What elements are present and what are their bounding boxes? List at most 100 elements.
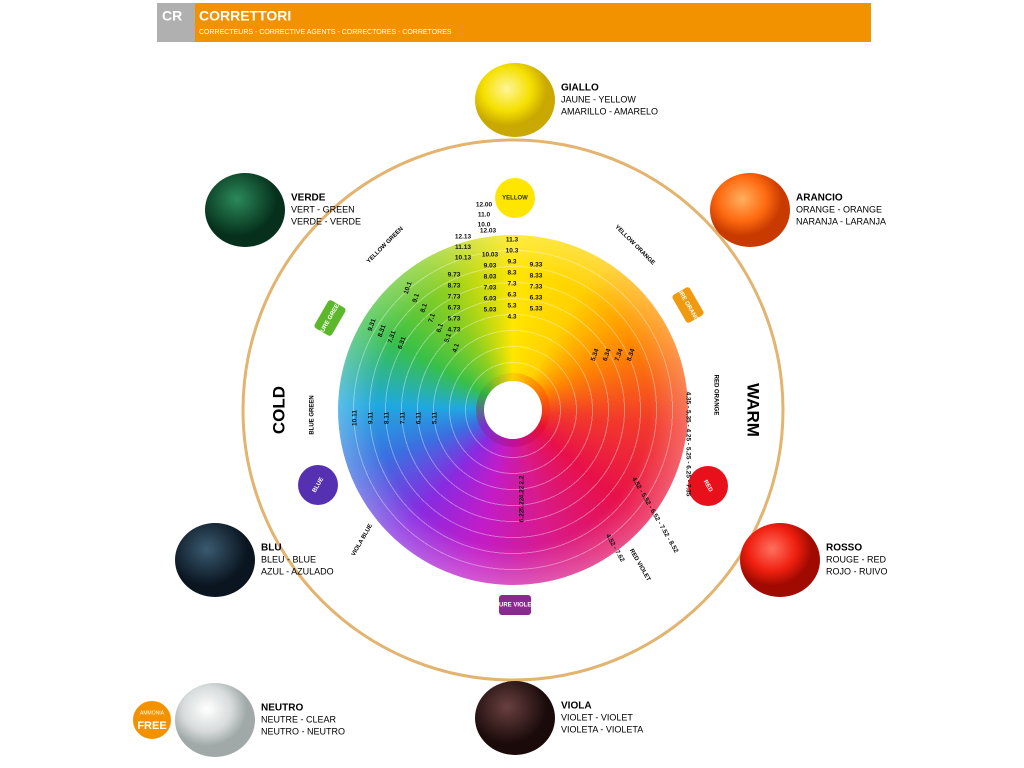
shade-number: 10.3 bbox=[506, 248, 519, 255]
shade-number: 5.22 bbox=[519, 497, 526, 510]
shade-number: 6.22 bbox=[519, 509, 526, 522]
sector-label: YELLOW ORANGE bbox=[613, 224, 655, 266]
wheel-badge-label: PURE VIOLET bbox=[495, 603, 535, 609]
shade-number: 7.31 bbox=[387, 330, 398, 345]
shade-number: 5.73 bbox=[448, 316, 461, 323]
swatch-name: ROSSO bbox=[826, 543, 862, 554]
shade-number: 7.34 bbox=[614, 348, 625, 363]
swatch-name: ARANCIO bbox=[796, 193, 843, 204]
shade-number: 6.34 bbox=[602, 348, 613, 363]
warm-label: WARM bbox=[744, 383, 763, 437]
sector-label: VIOLA BLUE bbox=[351, 523, 374, 557]
shade-number: 8.3 bbox=[507, 270, 516, 277]
shade-number: 8.11 bbox=[384, 411, 391, 424]
hair-swatch bbox=[475, 63, 555, 137]
cold-label: COLD bbox=[269, 386, 288, 434]
sector-label: YELLOW GREEN bbox=[366, 226, 405, 265]
wheel-badge bbox=[499, 595, 531, 615]
swatch-line: VIOLET - VIOLET bbox=[561, 712, 633, 722]
hair-swatch bbox=[175, 523, 255, 597]
shade-number: 8.73 bbox=[448, 283, 461, 290]
wheel-badge bbox=[314, 300, 346, 336]
hair-swatch bbox=[740, 523, 820, 597]
shade-number: 9.03 bbox=[484, 263, 497, 270]
shade-number: 7.3 bbox=[507, 281, 516, 288]
shade-number: 9.33 bbox=[530, 262, 543, 269]
hair-swatch bbox=[205, 173, 285, 247]
shade-number: 6.03 bbox=[484, 296, 497, 303]
shade-number: 10.13 bbox=[455, 255, 472, 262]
shade-number: 9.31 bbox=[367, 318, 378, 333]
free-badge-label: FREE bbox=[137, 720, 166, 732]
outer-ring bbox=[241, 138, 785, 682]
shade-number: 5.03 bbox=[484, 307, 497, 314]
swatch-line: JAUNE - YELLOW bbox=[561, 94, 636, 104]
shade-number: 7.03 bbox=[484, 285, 497, 292]
shade-number: 11.0 bbox=[478, 212, 491, 219]
swatch-line: NARANJA - LARANJA bbox=[796, 216, 886, 226]
shade-number: 8.34 bbox=[626, 348, 637, 363]
shade-number: 8.1 bbox=[419, 302, 429, 313]
wheel-badge-label: RED bbox=[702, 479, 714, 494]
swatch-line: AZUL - AZULADO bbox=[261, 566, 334, 576]
wheel-badge bbox=[688, 466, 728, 506]
shade-number: 11.13 bbox=[455, 244, 471, 251]
swatch-line: NEUTRE - CLEAR bbox=[261, 714, 337, 724]
shade-number: 4.52 - 5.52 - 6.52 - 7.52 - 8.52 bbox=[630, 476, 679, 555]
swatch-name: VERDE bbox=[291, 193, 326, 204]
shade-number: 10.03 bbox=[482, 252, 499, 259]
shade-number: 5.1 bbox=[443, 332, 453, 343]
sector-label: BLUE GREEN bbox=[310, 395, 316, 434]
swatch-line: ROUGE - RED bbox=[826, 554, 887, 564]
hair-swatch bbox=[710, 173, 790, 247]
shade-number: 9.3 bbox=[507, 259, 516, 266]
shade-number: 2.2 bbox=[519, 475, 526, 484]
swatch-name: BLU bbox=[261, 543, 282, 554]
header-subtitle: CORRECTEURS - CORRECTIVE AGENTS - CORREC… bbox=[199, 29, 452, 36]
shade-number: 12.03 bbox=[480, 228, 497, 235]
shade-number: 7.73 bbox=[448, 294, 461, 301]
header-code: CR bbox=[162, 8, 182, 24]
shade-number: 6.1 bbox=[435, 322, 445, 333]
shade-number: 4.22 bbox=[519, 485, 526, 498]
shade-number: 12.13 bbox=[455, 234, 472, 241]
swatch-line: VERDE - VERDE bbox=[291, 216, 361, 226]
shade-number: 8.31 bbox=[377, 324, 388, 339]
shade-number: 5.11 bbox=[432, 411, 439, 424]
swatch-line: ROJO - RUIVO bbox=[826, 566, 888, 576]
header-bar bbox=[195, 3, 871, 42]
swatch-line: AMARILLO - AMARELO bbox=[561, 106, 658, 116]
shade-number: 8.03 bbox=[484, 274, 497, 281]
shade-number: 5.3 bbox=[507, 303, 516, 310]
shade-number: 4.52 - 7.62 bbox=[604, 533, 626, 564]
shade-number: 10.0 bbox=[478, 222, 491, 229]
wheel-badge bbox=[495, 178, 535, 218]
shade-number: 11.3 bbox=[506, 237, 519, 244]
swatch-line: NEUTRO - NEUTRO bbox=[261, 726, 345, 736]
shade-number: 9.11 bbox=[368, 411, 375, 424]
free-badge bbox=[131, 699, 173, 741]
shade-number: 6.73 bbox=[448, 305, 461, 312]
shade-number: 4.35 - 5.35 - 4.25 - 5.25 - 6.25 - 7.35 bbox=[684, 392, 691, 497]
shade-number: 6.3 bbox=[507, 292, 516, 299]
shade-number: 4.3 bbox=[507, 314, 516, 321]
shade-number: 6.33 bbox=[530, 295, 543, 302]
center-hole bbox=[484, 381, 542, 439]
wheel-badge bbox=[672, 287, 704, 323]
shade-number: 9.73 bbox=[448, 272, 461, 279]
swatch-line: BLEU - BLUE bbox=[261, 554, 316, 564]
shade-number: 5.33 bbox=[530, 306, 543, 313]
wheel-badge bbox=[298, 465, 338, 505]
shade-number: 4.73 bbox=[448, 327, 461, 334]
shade-number: 10.11 bbox=[352, 410, 359, 426]
shade-number: 12.00 bbox=[476, 202, 493, 209]
shade-number: 4.1 bbox=[451, 342, 461, 353]
shade-number: 7.1 bbox=[427, 312, 437, 323]
swatch-line: ORANGE - ORANGE bbox=[796, 204, 882, 214]
shade-number: 7.33 bbox=[530, 284, 543, 291]
shade-number: 7.11 bbox=[400, 411, 407, 424]
shade-number: 6.11 bbox=[416, 411, 423, 424]
header-title: CORRETTORI bbox=[199, 8, 291, 24]
